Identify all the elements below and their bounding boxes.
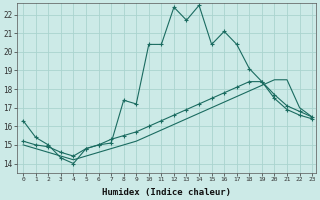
X-axis label: Humidex (Indice chaleur): Humidex (Indice chaleur) <box>102 188 231 197</box>
